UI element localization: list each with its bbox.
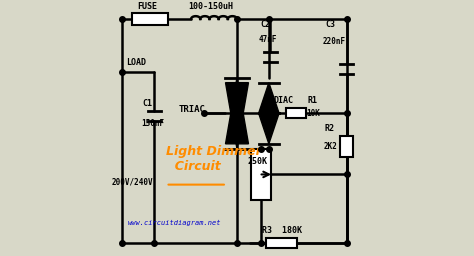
Bar [286, 108, 307, 118]
Polygon shape [226, 83, 248, 149]
Text: 47nF: 47nF [259, 35, 277, 44]
Polygon shape [259, 113, 279, 144]
Text: FUSE: FUSE [137, 2, 157, 11]
Text: 220nF: 220nF [322, 37, 346, 46]
Text: C3: C3 [325, 19, 335, 29]
Polygon shape [259, 83, 279, 113]
Bar [133, 13, 168, 25]
Text: LOAD: LOAD [126, 58, 146, 67]
Text: DIAC: DIAC [274, 96, 294, 105]
Text: 100-150uH: 100-150uH [189, 2, 234, 11]
Text: 200V/240V: 200V/240V [112, 178, 154, 187]
Text: C2: C2 [260, 19, 270, 29]
Bar [251, 149, 272, 200]
Text: 150nF: 150nF [141, 119, 164, 128]
Text: Light Dimmer
  Circuit: Light Dimmer Circuit [165, 145, 261, 173]
Text: 10K: 10K [306, 109, 319, 118]
Bar [340, 136, 353, 157]
Polygon shape [226, 78, 248, 144]
Text: R3  180K: R3 180K [263, 226, 302, 235]
Text: R2: R2 [325, 124, 335, 133]
Bar [266, 238, 297, 248]
Text: 2K2: 2K2 [324, 142, 337, 151]
Text: R1: R1 [307, 96, 317, 105]
Text: 250K: 250K [247, 157, 267, 166]
Text: TRIAC: TRIAC [178, 105, 205, 114]
Text: www.circuitdiagram.net: www.circuitdiagram.net [128, 220, 221, 226]
Text: C1: C1 [143, 99, 153, 108]
